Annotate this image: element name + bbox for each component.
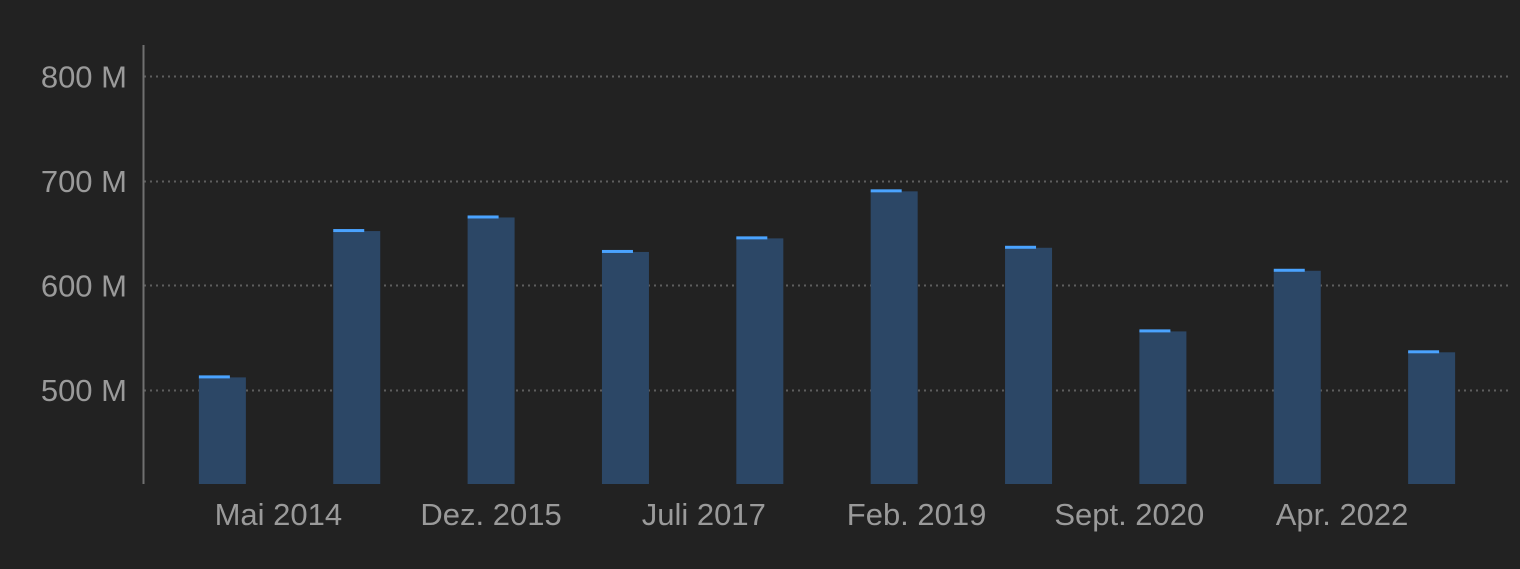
bar: [601, 251, 649, 484]
bar-cap: [198, 375, 230, 379]
x-tick-label: Dez. 2015: [420, 497, 561, 532]
bars-layer: [198, 189, 1456, 485]
x-tick-label: Juli 2017: [642, 497, 766, 532]
bar: [333, 231, 381, 484]
x-tick-label: Sept. 2020: [1054, 497, 1204, 532]
bar-cap: [870, 189, 902, 193]
bar-cap: [1273, 268, 1305, 272]
bar: [198, 377, 246, 484]
bar: [467, 217, 515, 484]
x-tick-labels: Mai 2014 Dez. 2015 Juli 2017 Feb. 2019 Sept.…: [215, 497, 1409, 532]
bar-cap: [1005, 245, 1037, 249]
bar-cap: [1408, 350, 1440, 354]
y-tick-labels: 500 M 600 M 700 M 800 M: [41, 59, 127, 408]
x-tick-label: Feb. 2019: [847, 497, 987, 532]
bar: [1408, 352, 1456, 484]
x-tick-label: Mai 2014: [215, 497, 343, 532]
bar-cap: [736, 236, 768, 240]
bar: [1139, 331, 1187, 484]
y-tick-label: 700 M: [41, 164, 127, 199]
bar-cap: [601, 249, 633, 253]
y-tick-label: 600 M: [41, 268, 127, 303]
bar: [870, 191, 918, 485]
bar: [1273, 270, 1321, 484]
bar-cap: [467, 215, 499, 219]
bar: [1005, 247, 1053, 484]
bar-cap: [333, 229, 365, 233]
x-tick-label: Apr. 2022: [1276, 497, 1409, 532]
bar: [736, 238, 784, 484]
bar-cap: [1139, 329, 1171, 333]
y-tick-label: 800 M: [41, 59, 127, 94]
y-tick-label: 500 M: [41, 373, 127, 408]
